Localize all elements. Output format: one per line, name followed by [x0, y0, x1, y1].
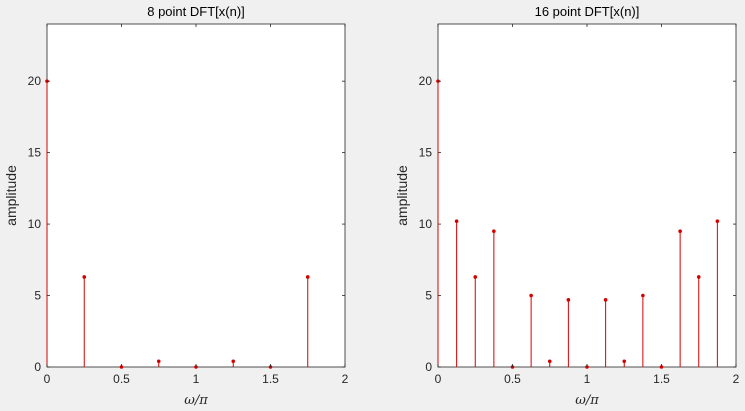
x-tick-label: 1 — [193, 372, 200, 386]
x-tick-label: 2 — [733, 372, 740, 386]
stem-marker — [603, 298, 608, 302]
stem-marker — [82, 275, 87, 279]
x-tick-label: 0.5 — [113, 372, 130, 386]
y-tick-label: 20 — [419, 74, 433, 88]
y-tick-label: 0 — [34, 360, 41, 374]
y-tick-label: 15 — [419, 146, 433, 160]
x-tick-label: 1.5 — [262, 372, 279, 386]
x-tick-label: 0 — [435, 372, 442, 386]
stem-marker — [547, 359, 552, 364]
x-tick-label: 2 — [342, 372, 349, 386]
stem-marker — [678, 229, 682, 234]
y-tick-label: 0 — [425, 360, 432, 374]
stem-marker — [566, 298, 571, 302]
y-tick-label: 5 — [34, 289, 41, 303]
y-axis-label-16-point: amplitude — [394, 165, 410, 226]
stem-marker — [715, 219, 720, 224]
stem-marker — [454, 219, 459, 224]
y-tick-label: 5 — [425, 289, 432, 303]
plot-title-8-point: 8 point DFT[x(n)] — [147, 4, 245, 19]
stems-16-point — [436, 79, 720, 369]
axes-box-16-point — [437, 23, 737, 368]
y-axis-label-8-point: amplitude — [3, 165, 19, 226]
axes-box-8-point — [46, 23, 346, 368]
stem-marker — [696, 275, 701, 279]
stem-marker — [305, 275, 310, 279]
x-tick-label: 0.5 — [504, 372, 521, 386]
y-tick-label: 20 — [28, 74, 42, 88]
x-axis-label-8-point: ω/π — [184, 393, 208, 408]
stem-marker — [641, 293, 645, 298]
stem-marker — [156, 359, 161, 364]
stem-marker — [492, 229, 496, 234]
plot-title-16-point: 16 point DFT[x(n)] — [535, 4, 640, 19]
stem-marker — [529, 293, 533, 298]
x-tick-label: 1 — [584, 372, 591, 386]
x-tick-label: 0 — [44, 372, 51, 386]
y-tick-label: 10 — [419, 217, 433, 231]
stem-marker — [473, 275, 478, 279]
stem-marker — [231, 359, 236, 364]
stem-marker — [622, 359, 627, 364]
y-tick-label: 10 — [28, 217, 42, 231]
x-tick-label: 1.5 — [653, 372, 670, 386]
y-tick-label: 15 — [28, 146, 42, 160]
x-axis-label-16-point: ω/π — [575, 393, 599, 408]
